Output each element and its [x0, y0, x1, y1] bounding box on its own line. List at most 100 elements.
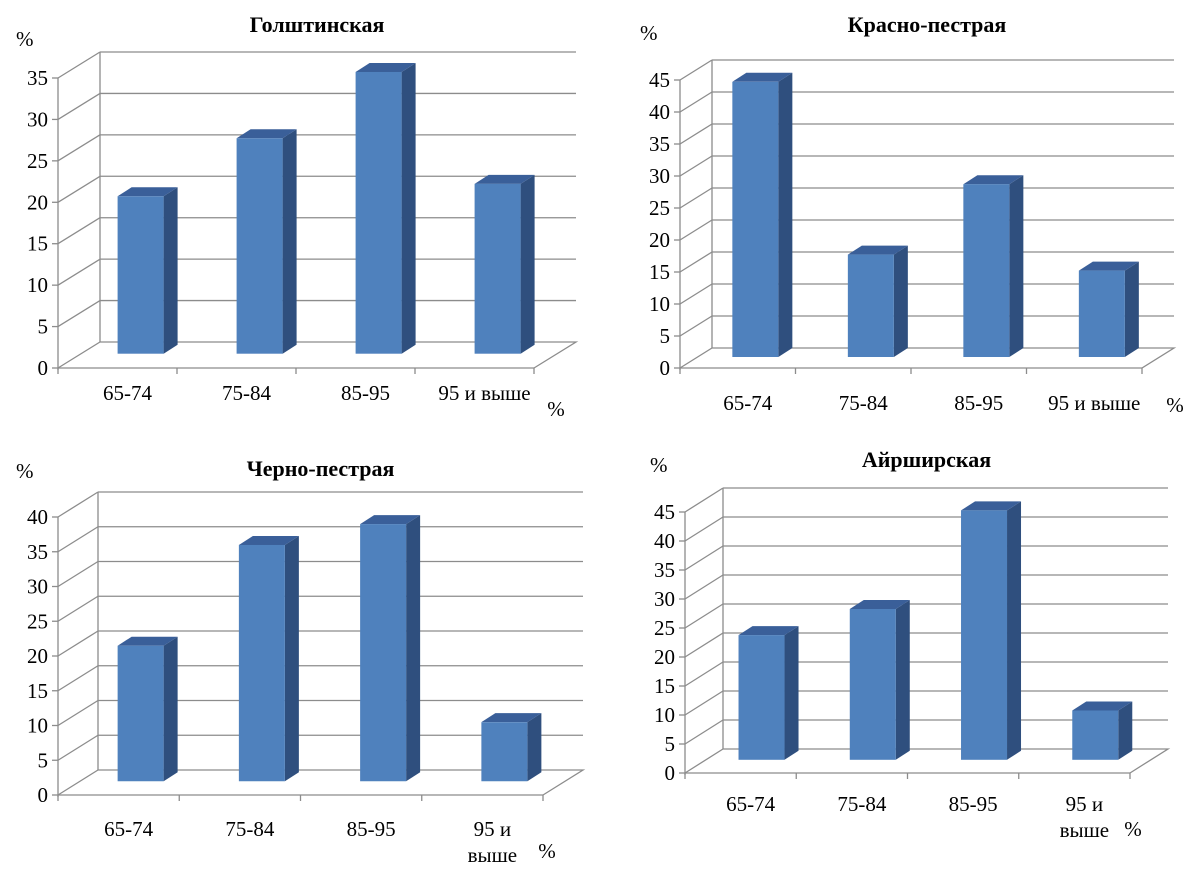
y-tick-label: 40 [27, 505, 48, 529]
y-tick-label: 5 [660, 324, 671, 348]
bar-2 [238, 535, 299, 782]
y-tick-label: 10 [654, 703, 675, 727]
bar [963, 184, 1010, 357]
chart-panel-4: Айрширская% 0 5 10 15 20 25 30 35 40 45 65-74 75-84 8… [650, 447, 1171, 842]
bar-top [360, 515, 421, 525]
bar-top [732, 72, 793, 82]
y-tick-label: 10 [27, 273, 48, 297]
gridline-slant [57, 134, 101, 162]
y-tick-label: 15 [27, 679, 48, 703]
x-tick-label: 85-95 [341, 381, 390, 405]
x-axis-label: % [547, 397, 565, 421]
bar-top [1072, 701, 1133, 711]
bar-2 [847, 245, 908, 357]
x-tick-label: 75-84 [839, 391, 888, 415]
bar-top [738, 626, 799, 636]
bar-side [1009, 175, 1024, 357]
bar-side [893, 245, 908, 357]
y-tick-label: 15 [27, 232, 48, 256]
y-tick-label: 30 [649, 164, 670, 188]
bar [1072, 710, 1119, 760]
y-tick-label: 10 [649, 292, 670, 316]
bar [732, 81, 779, 358]
bar-side [163, 187, 178, 354]
bar-4 [1078, 261, 1139, 357]
bar-2 [849, 600, 910, 760]
bar-side [1124, 261, 1139, 357]
x-axis-label: % [1166, 393, 1184, 417]
gridline-slant [57, 630, 99, 657]
gridline-slant [684, 574, 724, 600]
y-tick-label: 30 [27, 575, 48, 599]
y-tick-label: 25 [27, 609, 48, 633]
bar-side [527, 713, 542, 782]
x-tick-label: 95 и [1066, 792, 1104, 816]
y-tick-label: 35 [27, 540, 48, 564]
bar-top [849, 600, 910, 609]
bar [481, 722, 528, 782]
y-tick-label: 15 [649, 260, 670, 284]
floor-outline [679, 347, 1177, 369]
bar [238, 544, 285, 782]
y-tick-label: 20 [27, 644, 48, 668]
x-tick-label: 75-84 [837, 792, 886, 816]
bar-3 [360, 515, 421, 782]
gridline-slant [57, 175, 101, 203]
x-tick-label: 85-95 [949, 792, 998, 816]
x-tick-label: 85-95 [347, 817, 396, 841]
y-tick-label: 35 [27, 66, 48, 90]
x-tick-label: 85-95 [954, 391, 1003, 415]
chart-title: Черно-пестрая [247, 456, 395, 481]
y-axis-label: % [16, 459, 34, 483]
y-tick-label: 20 [654, 645, 675, 669]
gridline-slant [684, 603, 724, 629]
bar-1 [738, 626, 799, 760]
gridline-slant [57, 51, 101, 79]
gridline-slant [57, 560, 99, 588]
y-tick-label: 10 [27, 714, 48, 738]
y-tick-label: 5 [665, 732, 676, 756]
gridline-slant [57, 665, 99, 692]
gridline-slant [684, 719, 724, 745]
y-tick-label: 15 [654, 674, 675, 698]
y-tick-label: 0 [660, 356, 671, 380]
x-tick-label: 75-84 [222, 381, 271, 405]
bar-side [895, 600, 910, 760]
bar-top [847, 245, 908, 255]
y-tick-label: 45 [654, 500, 675, 524]
bar-top [355, 62, 416, 72]
y-axis-label: % [16, 27, 34, 51]
gridline-slant [679, 91, 713, 113]
bar [474, 183, 521, 354]
bar-top [481, 713, 542, 723]
x-axis-label: % [1124, 817, 1142, 841]
chart-panel-3: Черно-пестрая% 0 5 10 15 20 25 30 35 40 65-74 75-84… [16, 456, 586, 867]
gridline-slant [57, 300, 101, 328]
y-tick-label: 30 [27, 107, 48, 131]
bar-4 [481, 713, 542, 782]
bar-1 [732, 72, 793, 358]
x-tick-label: 95 и [474, 817, 512, 841]
y-tick-label: 25 [27, 149, 48, 173]
y-tick-label: 25 [649, 196, 670, 220]
bar-top [117, 187, 178, 197]
bar-3 [961, 501, 1022, 760]
gridline-slant [57, 92, 101, 120]
gridline-slant [57, 734, 99, 761]
y-tick-label: 5 [38, 748, 49, 772]
bar-top [117, 636, 178, 646]
gridline-slant [679, 251, 713, 273]
gridline-slant [679, 123, 713, 145]
bar-4 [1072, 701, 1133, 760]
bar-side [284, 535, 299, 782]
gridline-slant [684, 661, 724, 687]
y-axis-label: % [650, 453, 668, 477]
y-tick-label: 20 [649, 228, 670, 252]
y-tick-label: 20 [27, 190, 48, 214]
y-tick-label: 40 [649, 100, 670, 124]
x-tick-label: 65-74 [104, 817, 153, 841]
gridline-slant [57, 526, 99, 553]
floor-outline [57, 769, 586, 796]
